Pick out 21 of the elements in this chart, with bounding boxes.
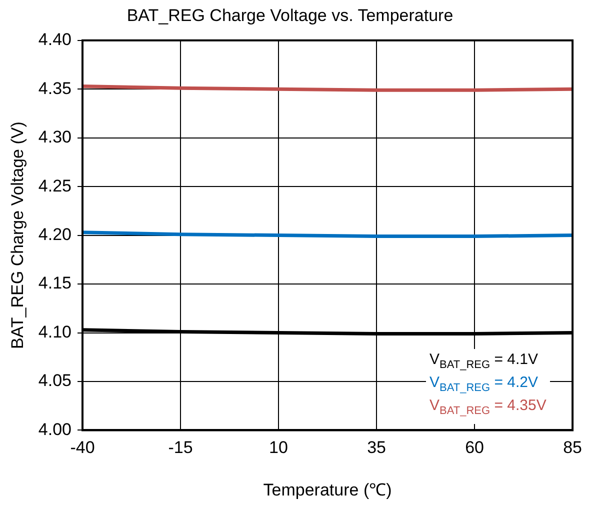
text: V$_{BAT_REG}$ = 4.2V — [430, 374, 540, 396]
y-tick-label: 4.10 — [38, 322, 72, 342]
x-tick-label: 85 — [563, 438, 582, 458]
y-tick-label: 4.25 — [38, 176, 72, 196]
x-axis-title: Temperature (℃) — [263, 480, 392, 500]
x-tick-label: -40 — [70, 438, 95, 458]
y-axis-title: BAT_REG Charge Voltage (V) — [8, 122, 27, 350]
y-tick-label: 4.30 — [38, 128, 72, 147]
y-tick-label: 4.40 — [38, 30, 72, 50]
series-label: V$_{BAT_REG}$ = 4.1V — [430, 351, 540, 374]
y-tick-label: 4.35 — [38, 78, 72, 98]
y-tick-label: 4.00 — [38, 420, 72, 439]
y-tick-label: 4.05 — [38, 371, 72, 390]
text: V$_{BAT_REG}$ = 4.35V — [430, 397, 546, 420]
x-tick-label: 35 — [367, 438, 386, 458]
x-tick-label: 10 — [269, 438, 288, 458]
y-tick-label: 4.15 — [38, 274, 72, 293]
x-tick-label: 60 — [465, 438, 484, 458]
x-tick-label: -15 — [168, 438, 193, 458]
chart-title: BAT_REG Charge Voltage vs. Temperature — [126, 6, 454, 25]
y-tick-label: 4.20 — [38, 224, 72, 244]
